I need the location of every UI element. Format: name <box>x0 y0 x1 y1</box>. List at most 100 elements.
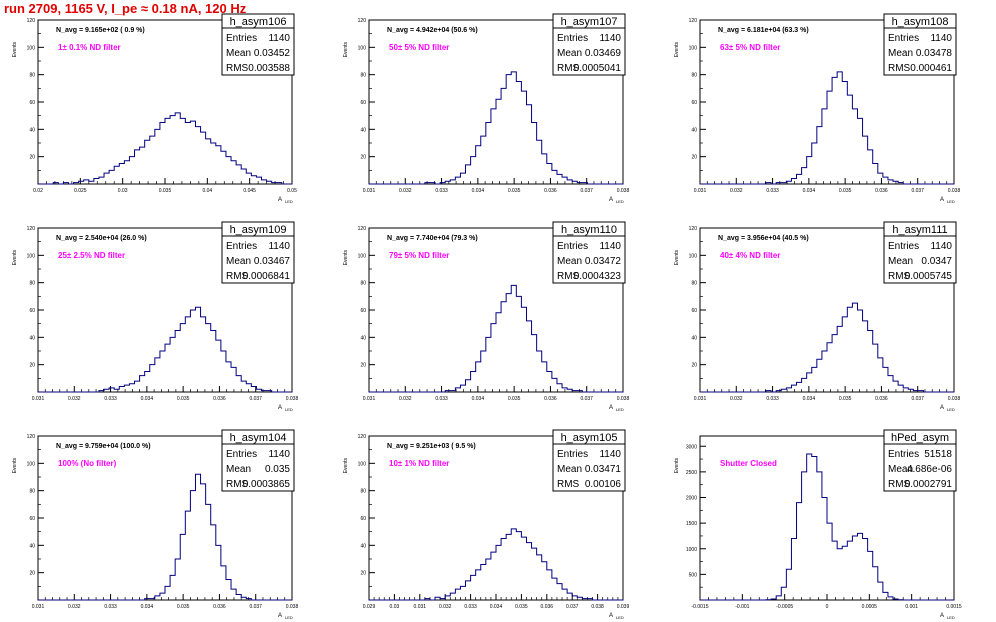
stat-value: 1140 <box>268 241 290 252</box>
stat-key: Entries <box>557 33 588 44</box>
x-tick-label: 0.035 <box>515 604 528 610</box>
y-tick-label: 20 <box>360 571 366 577</box>
y-tick-label: 80 <box>29 281 35 287</box>
x-tick-label: -0.0005 <box>776 604 793 610</box>
x-tick-label: -0.001 <box>735 604 749 610</box>
histogram-panel-h_asym111: 20 40 60 80 100 120 0.031 0.032 0.033 0.034 0.035 0… <box>674 221 960 412</box>
y-tick-label: 20 <box>360 363 366 369</box>
x-tick-label: 0.035 <box>839 396 852 402</box>
y-axis-label: Events <box>343 42 349 58</box>
x-tick-label: 0.033 <box>435 188 448 194</box>
y-tick-label: 80 <box>360 489 366 495</box>
y-tick-label: 80 <box>29 489 35 495</box>
x-axis-label: A <box>940 613 944 619</box>
stat-key: Mean <box>557 464 582 475</box>
y-tick-label: 40 <box>360 335 366 341</box>
x-tick-label: 0.038 <box>286 604 299 610</box>
stat-key: RMS <box>226 479 249 490</box>
x-axis-label-subscript: LED <box>947 615 955 620</box>
stats-box <box>221 13 295 76</box>
y-tick-label: 100 <box>27 45 36 51</box>
histogram-panel-h_asym106: 20 40 60 80 100 120 0.02 0.025 0.03 0.035 0.04 0.04… <box>12 13 297 204</box>
y-tick-label: 20 <box>29 363 35 369</box>
stat-key: RMS <box>888 63 911 74</box>
filter-label: 25± 2.5% ND filter <box>58 251 125 260</box>
x-tick-label: 0.034 <box>803 396 816 402</box>
y-tick-label: 1500 <box>686 521 697 527</box>
navg-label: N_avg = 9.251e+03 ( 9.5 %) <box>387 443 476 450</box>
histogram-line <box>369 284 623 393</box>
stat-key: Mean <box>888 256 913 267</box>
x-tick-label: 0.02 <box>33 188 43 194</box>
x-tick-label: 0.03 <box>390 604 400 610</box>
stat-key: RMS <box>557 63 580 74</box>
y-tick-label: 20 <box>691 363 697 369</box>
x-axis-label-subscript: LED <box>285 615 293 620</box>
y-axis-label: Events <box>343 458 349 474</box>
x-axis-label-subscript: LED <box>616 199 624 204</box>
navg-label: N_avg = 3.956e+04 (40.5 %) <box>718 235 809 242</box>
stat-value: 0.0005041 <box>574 63 622 74</box>
x-tick-label: 0.033 <box>435 396 448 402</box>
y-tick-label: 120 <box>358 226 367 232</box>
y-tick-label: 60 <box>691 100 697 106</box>
histogram-name: h_asym104 <box>230 432 287 444</box>
histogram-panel-h_asym107: 20 40 60 80 100 120 0.031 0.032 0.033 0.034 0.035 0… <box>343 13 630 204</box>
y-tick-label: 20 <box>360 155 366 161</box>
x-tick-label: 0.037 <box>911 396 924 402</box>
stat-value: 1140 <box>599 241 621 252</box>
x-tick-label: 0.037 <box>580 396 593 402</box>
x-tick-label: 0.032 <box>730 188 743 194</box>
x-tick-label: 0.035 <box>177 396 190 402</box>
y-tick-label: 120 <box>689 18 698 24</box>
y-tick-label: 100 <box>689 253 698 259</box>
stat-value: 1140 <box>930 241 952 252</box>
x-tick-label: 0.037 <box>249 396 262 402</box>
x-tick-label: 0.031 <box>414 604 427 610</box>
histogram-name: h_asym110 <box>561 224 617 236</box>
x-tick-label: 0.038 <box>617 188 630 194</box>
y-tick-label: 40 <box>691 127 697 133</box>
stat-key: Mean <box>888 464 913 475</box>
y-tick-label: 20 <box>691 155 697 161</box>
x-tick-label: 0.035 <box>177 604 190 610</box>
y-tick-label: 80 <box>360 73 366 79</box>
stat-value: 0.0006841 <box>243 271 291 282</box>
x-tick-label: 0.029 <box>363 604 376 610</box>
y-tick-label: 60 <box>29 516 35 522</box>
x-tick-label: 0.032 <box>399 396 412 402</box>
histogram-name: h_asym106 <box>230 16 287 28</box>
y-tick-label: 100 <box>27 461 36 467</box>
x-axis-label-subscript: LED <box>285 199 293 204</box>
x-axis-label-subscript: LED <box>947 407 955 412</box>
stats-box <box>552 221 626 284</box>
stat-key: Entries <box>226 241 257 252</box>
x-tick-label: 0.038 <box>591 604 604 610</box>
stat-value: 0.03472 <box>585 256 622 267</box>
y-tick-label: 40 <box>360 543 366 549</box>
x-axis-label: A <box>609 613 613 619</box>
stat-value: 0.03469 <box>585 48 622 59</box>
stat-value: 0.0003865 <box>243 479 291 490</box>
stats-box <box>552 13 626 76</box>
filter-label: 100% (No filter) <box>58 459 117 468</box>
stat-key: Entries <box>226 33 257 44</box>
y-tick-label: 100 <box>358 461 367 467</box>
navg-label: N_avg = 9.165e+02 ( 0.9 %) <box>56 27 145 34</box>
y-axis-label: Events <box>12 250 18 266</box>
navg-label: N_avg = 9.759e+04 (100.0 %) <box>56 443 151 450</box>
y-tick-label: 60 <box>29 100 35 106</box>
stat-key: Entries <box>888 33 919 44</box>
stat-value: 1140 <box>268 33 290 44</box>
x-tick-label: 0.031 <box>363 396 376 402</box>
stat-key: Mean <box>226 48 251 59</box>
stat-value: 1140 <box>268 449 290 460</box>
stat-value: 0.0004323 <box>574 271 622 282</box>
y-tick-label: 80 <box>691 281 697 287</box>
x-tick-label: 0.037 <box>249 604 262 610</box>
x-tick-label: 0.035 <box>839 188 852 194</box>
stat-value: 51518 <box>924 449 952 460</box>
x-tick-label: 0.033 <box>766 188 779 194</box>
x-axis-label: A <box>940 405 944 411</box>
x-tick-label: 0.032 <box>68 604 81 610</box>
